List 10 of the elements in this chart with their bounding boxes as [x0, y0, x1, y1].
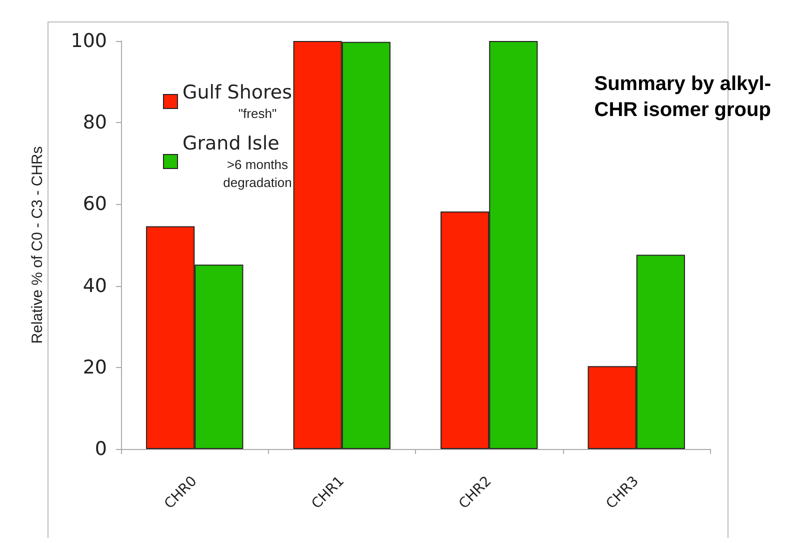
y-tick-label: 0 — [94, 438, 107, 460]
y-tick-label: 60 — [82, 193, 107, 216]
text: Summary by alkyl- CHR isomer group — [594, 73, 771, 121]
y-tick-label: 100 — [70, 30, 107, 52]
y-tick-label: 20 — [82, 356, 107, 378]
y-tick-label: 80 — [82, 112, 107, 134]
legend-label: Gulf Shores "fresh" — [182, 82, 292, 121]
y-axis-title: Relative % of C0 - C3 - CHRs — [29, 146, 46, 344]
legend-label: Grand Isle >6 months degradation — [182, 132, 292, 190]
y-tick-label: 40 — [82, 274, 107, 297]
